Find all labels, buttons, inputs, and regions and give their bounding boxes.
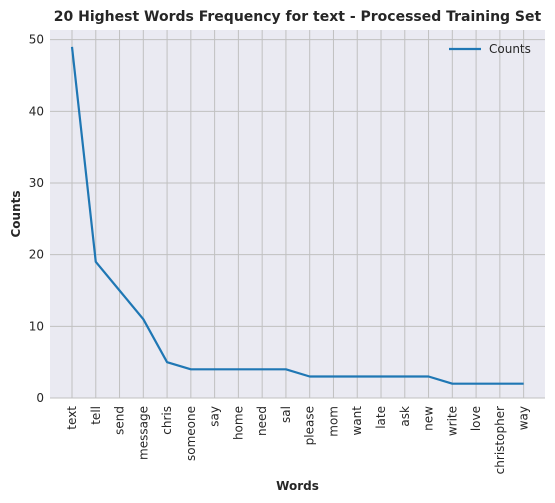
x-tick-label: write [445, 406, 459, 436]
y-tick-label: 0 [36, 391, 44, 405]
x-tick-label: want [350, 406, 364, 436]
x-tick-label: mom [326, 406, 340, 437]
x-tick-label: someone [184, 406, 198, 461]
legend-label-counts: Counts [489, 42, 531, 56]
y-tick-label: 20 [29, 248, 44, 262]
x-tick-label: text [65, 406, 79, 430]
series-line-counts [70, 46, 524, 385]
x-tick-label: way [517, 406, 531, 430]
y-axis-ticks: 0 10 20 30 40 50 [29, 33, 44, 405]
x-tick-label: please [303, 406, 317, 445]
chart-title: 20 Highest Words Frequency for text - Pr… [54, 9, 542, 25]
x-axis-ticks: text tell send message chris someone say home ne… [65, 406, 531, 475]
grid [50, 30, 545, 399]
x-tick-label: chris [160, 406, 174, 435]
x-tick-label: late [374, 406, 388, 429]
x-tick-label: home [231, 406, 245, 440]
legend: Counts [449, 42, 531, 56]
x-tick-label: new [422, 406, 436, 431]
x-tick-label: message [136, 406, 150, 460]
x-tick-label: tell [89, 406, 103, 425]
x-tick-label: love [469, 406, 483, 431]
x-tick-label: christopher [493, 406, 507, 474]
y-tick-label: 40 [29, 104, 44, 118]
y-tick-label: 50 [29, 33, 44, 47]
x-tick-label: say [208, 406, 222, 427]
x-axis-label: Words [276, 479, 319, 493]
x-tick-label: sal [279, 406, 293, 423]
x-tick-label: send [113, 406, 127, 435]
plot-area [50, 30, 545, 398]
x-tick-label: need [255, 406, 269, 436]
y-tick-label: 30 [29, 176, 44, 190]
y-axis-label: Counts [9, 190, 23, 237]
y-tick-label: 10 [29, 319, 44, 333]
x-tick-label: ask [398, 406, 412, 427]
